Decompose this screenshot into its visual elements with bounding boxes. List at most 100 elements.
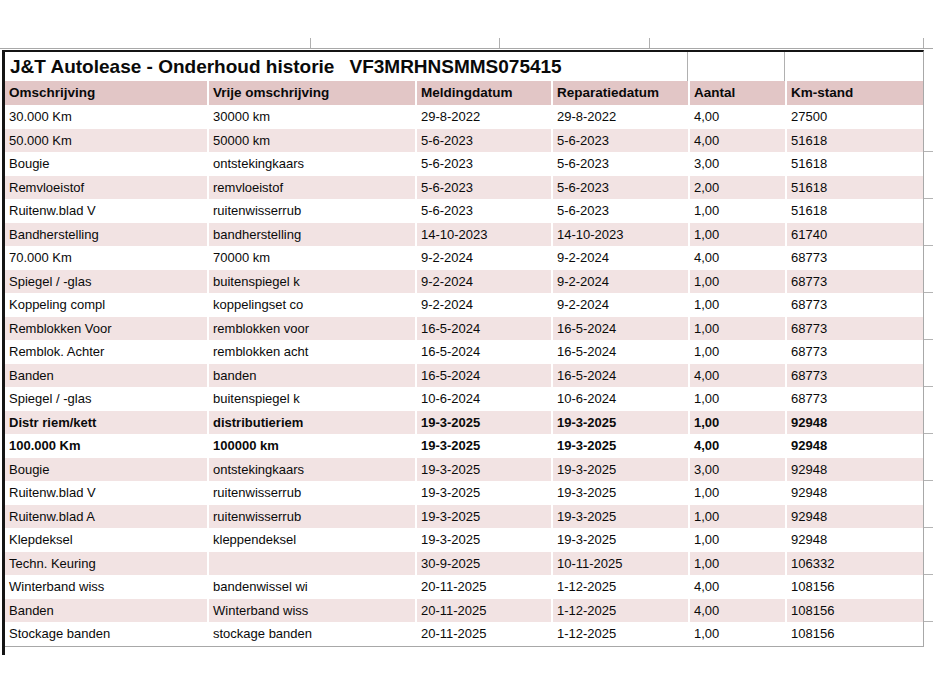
cell-km-stand[interactable]: 92948 bbox=[787, 505, 923, 529]
cell-omschrijving[interactable]: Ruitenw.blad A bbox=[5, 505, 209, 529]
cell-km-stand[interactable]: 68773 bbox=[787, 246, 923, 270]
cell-reparatiedatum[interactable]: 5-6-2023 bbox=[553, 129, 690, 153]
cell-aantal[interactable]: 1,00 bbox=[690, 340, 787, 364]
cell-vrije-omschrijving[interactable]: ruitenwisserrub bbox=[209, 505, 417, 529]
cell-omschrijving[interactable]: 30.000 Km bbox=[5, 105, 209, 129]
cell-meldingdatum[interactable]: 16-5-2024 bbox=[417, 340, 553, 364]
cell-km-stand[interactable]: 68773 bbox=[787, 387, 923, 411]
column-header-meldingdatum[interactable]: Meldingdatum bbox=[417, 81, 553, 105]
cell-reparatiedatum[interactable]: 10-11-2025 bbox=[553, 552, 690, 576]
cell-meldingdatum[interactable]: 10-6-2024 bbox=[417, 387, 553, 411]
cell-omschrijving[interactable]: 70.000 Km bbox=[5, 246, 209, 270]
cell-reparatiedatum[interactable]: 9-2-2024 bbox=[553, 246, 690, 270]
cell-omschrijving[interactable]: Koppeling compl bbox=[5, 293, 209, 317]
cell-aantal[interactable]: 4,00 bbox=[690, 434, 787, 458]
cell-km-stand[interactable]: 92948 bbox=[787, 528, 923, 552]
cell-aantal[interactable]: 1,00 bbox=[690, 317, 787, 341]
cell-meldingdatum[interactable]: 5-6-2023 bbox=[417, 199, 553, 223]
cell-vrije-omschrijving[interactable]: koppelingset co bbox=[209, 293, 417, 317]
cell-reparatiedatum[interactable]: 5-6-2023 bbox=[553, 199, 690, 223]
cell-aantal[interactable]: 1,00 bbox=[690, 387, 787, 411]
cell-omschrijving[interactable]: Distr riem/kett bbox=[5, 411, 209, 435]
cell-km-stand[interactable]: 51618 bbox=[787, 176, 923, 200]
cell-omschrijving[interactable]: Spiegel / -glas bbox=[5, 270, 209, 294]
cell-aantal[interactable]: 1,00 bbox=[690, 552, 787, 576]
cell-meldingdatum[interactable]: 9-2-2024 bbox=[417, 246, 553, 270]
cell-omschrijving[interactable]: Winterband wiss bbox=[5, 575, 209, 599]
cell-vrije-omschrijving[interactable]: 30000 km bbox=[209, 105, 417, 129]
cell-vrije-omschrijving[interactable]: kleppendeksel bbox=[209, 528, 417, 552]
cell-meldingdatum[interactable]: 16-5-2024 bbox=[417, 364, 553, 388]
cell-km-stand[interactable]: 106332 bbox=[787, 552, 923, 576]
cell-omschrijving[interactable]: Ruitenw.blad V bbox=[5, 481, 209, 505]
cell-meldingdatum[interactable]: 30-9-2025 bbox=[417, 552, 553, 576]
cell-vrije-omschrijving[interactable]: buitenspiegel k bbox=[209, 270, 417, 294]
cell-km-stand[interactable]: 68773 bbox=[787, 293, 923, 317]
column-header-km-stand[interactable]: Km-stand bbox=[787, 81, 923, 105]
cell-reparatiedatum[interactable]: 5-6-2023 bbox=[553, 176, 690, 200]
cell-aantal[interactable]: 4,00 bbox=[690, 364, 787, 388]
cell-aantal[interactable]: 1,00 bbox=[690, 223, 787, 247]
cell-aantal[interactable]: 1,00 bbox=[690, 505, 787, 529]
cell-meldingdatum[interactable]: 9-2-2024 bbox=[417, 293, 553, 317]
cell-meldingdatum[interactable]: 5-6-2023 bbox=[417, 152, 553, 176]
cell-vrije-omschrijving[interactable]: ontstekingkaars bbox=[209, 458, 417, 482]
cell-vrije-omschrijving[interactable]: ruitenwisserrub bbox=[209, 481, 417, 505]
cell-meldingdatum[interactable]: 19-3-2025 bbox=[417, 411, 553, 435]
cell-omschrijving[interactable]: Bougie bbox=[5, 458, 209, 482]
cell-aantal[interactable]: 1,00 bbox=[690, 528, 787, 552]
cell-km-stand[interactable]: 51618 bbox=[787, 152, 923, 176]
cell-reparatiedatum[interactable]: 29-8-2022 bbox=[553, 105, 690, 129]
cell-reparatiedatum[interactable]: 16-5-2024 bbox=[553, 317, 690, 341]
cell-meldingdatum[interactable]: 19-3-2025 bbox=[417, 481, 553, 505]
cell-meldingdatum[interactable]: 5-6-2023 bbox=[417, 129, 553, 153]
cell-vrije-omschrijving[interactable]: 50000 km bbox=[209, 129, 417, 153]
cell-aantal[interactable]: 2,00 bbox=[690, 176, 787, 200]
cell-aantal[interactable]: 1,00 bbox=[690, 622, 787, 646]
cell-meldingdatum[interactable]: 19-3-2025 bbox=[417, 528, 553, 552]
cell-aantal[interactable]: 4,00 bbox=[690, 575, 787, 599]
cell-omschrijving[interactable]: Techn. Keuring bbox=[5, 552, 209, 576]
column-header-vrije-omschrijving[interactable]: Vrije omschrijving bbox=[209, 81, 417, 105]
cell-aantal[interactable]: 3,00 bbox=[690, 458, 787, 482]
cell-km-stand[interactable]: 51618 bbox=[787, 199, 923, 223]
cell-meldingdatum[interactable]: 19-3-2025 bbox=[417, 434, 553, 458]
cell-vrije-omschrijving[interactable]: ontstekingkaars bbox=[209, 152, 417, 176]
cell-vrije-omschrijving[interactable]: Winterband wiss bbox=[209, 599, 417, 623]
cell-km-stand[interactable]: 108156 bbox=[787, 575, 923, 599]
cell-omschrijving[interactable]: 50.000 Km bbox=[5, 129, 209, 153]
cell-meldingdatum[interactable]: 5-6-2023 bbox=[417, 176, 553, 200]
cell-reparatiedatum[interactable]: 19-3-2025 bbox=[553, 528, 690, 552]
cell-km-stand[interactable]: 92948 bbox=[787, 481, 923, 505]
cell-aantal[interactable]: 4,00 bbox=[690, 599, 787, 623]
column-header-omschrijving[interactable]: Omschrijving bbox=[5, 81, 209, 105]
cell-meldingdatum[interactable]: 20-11-2025 bbox=[417, 622, 553, 646]
cell-meldingdatum[interactable]: 16-5-2024 bbox=[417, 317, 553, 341]
cell-meldingdatum[interactable]: 20-11-2025 bbox=[417, 575, 553, 599]
cell-meldingdatum[interactable]: 20-11-2025 bbox=[417, 599, 553, 623]
cell-vrije-omschrijving[interactable]: remblokken acht bbox=[209, 340, 417, 364]
cell-km-stand[interactable]: 92948 bbox=[787, 458, 923, 482]
cell-aantal[interactable]: 3,00 bbox=[690, 152, 787, 176]
cell-meldingdatum[interactable]: 29-8-2022 bbox=[417, 105, 553, 129]
cell-omschrijving[interactable]: Banden bbox=[5, 599, 209, 623]
cell-reparatiedatum[interactable]: 19-3-2025 bbox=[553, 481, 690, 505]
cell-vrije-omschrijving[interactable]: stockage banden bbox=[209, 622, 417, 646]
cell-km-stand[interactable]: 68773 bbox=[787, 317, 923, 341]
cell-reparatiedatum[interactable]: 5-6-2023 bbox=[553, 152, 690, 176]
cell-vrije-omschrijving[interactable]: 100000 km bbox=[209, 434, 417, 458]
cell-reparatiedatum[interactable]: 1-12-2025 bbox=[553, 599, 690, 623]
cell-aantal[interactable]: 1,00 bbox=[690, 293, 787, 317]
cell-vrije-omschrijving[interactable]: remvloeistof bbox=[209, 176, 417, 200]
cell-meldingdatum[interactable]: 9-2-2024 bbox=[417, 270, 553, 294]
cell-vrije-omschrijving[interactable]: remblokken voor bbox=[209, 317, 417, 341]
cell-vrije-omschrijving[interactable]: banden bbox=[209, 364, 417, 388]
cell-reparatiedatum[interactable]: 16-5-2024 bbox=[553, 340, 690, 364]
cell-vrije-omschrijving[interactable]: ruitenwisserrub bbox=[209, 199, 417, 223]
cell-omschrijving[interactable]: Stockage banden bbox=[5, 622, 209, 646]
cell-vrije-omschrijving[interactable]: 70000 km bbox=[209, 246, 417, 270]
cell-aantal[interactable]: 1,00 bbox=[690, 199, 787, 223]
cell-omschrijving[interactable]: Remvloeistof bbox=[5, 176, 209, 200]
cell-omschrijving[interactable]: Klepdeksel bbox=[5, 528, 209, 552]
cell-reparatiedatum[interactable]: 1-12-2025 bbox=[553, 622, 690, 646]
